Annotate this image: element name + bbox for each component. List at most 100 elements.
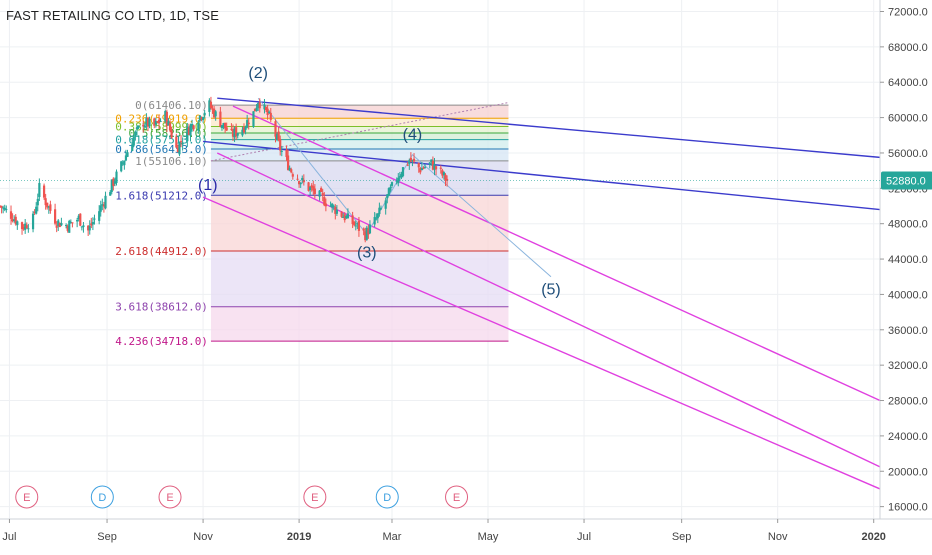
candle-body — [288, 167, 291, 171]
fib-band — [210, 126, 509, 134]
candle-body — [198, 115, 202, 121]
candle-body — [168, 123, 172, 131]
wave-label: (2) — [248, 65, 268, 82]
candle-body — [331, 203, 334, 208]
candle-body — [231, 130, 235, 137]
candle-body — [201, 117, 205, 121]
candle-body — [398, 176, 401, 178]
candle-body — [153, 118, 156, 126]
fib-band — [210, 306, 509, 342]
fib-label: 1(55106.10) — [135, 155, 208, 168]
candle-body — [143, 125, 146, 128]
candle-body — [346, 213, 350, 219]
candle-body — [203, 112, 206, 116]
candle-body — [167, 121, 170, 126]
candle-body — [302, 179, 305, 183]
candle-body — [76, 219, 79, 222]
price-tick-label: 48000.0 — [888, 219, 928, 231]
fib-label: 0.618(57513.0) — [115, 134, 208, 147]
candle-body — [445, 178, 449, 181]
trendline-magenta-lower — [202, 196, 881, 490]
candle-body — [2, 207, 5, 209]
fib-label: 1.618(51212.0) — [115, 189, 208, 202]
event-marker-dividend[interactable]: D — [90, 485, 114, 509]
fib-band — [210, 105, 509, 119]
candle-body — [296, 178, 299, 180]
candle-body — [27, 228, 30, 230]
event-marker-dividend[interactable]: D — [375, 485, 399, 509]
candle-body — [441, 170, 444, 176]
candle-body — [178, 142, 181, 155]
candle-body — [301, 178, 304, 181]
time-tick-label: May — [478, 531, 499, 543]
candle-body — [263, 104, 266, 110]
candle-body — [69, 221, 72, 224]
candle-body — [225, 127, 228, 131]
candle-body — [419, 168, 422, 173]
candle-body — [164, 111, 167, 122]
event-marker-circle — [15, 485, 39, 509]
candle-body — [266, 108, 269, 116]
candle-body — [145, 118, 148, 125]
fib-band — [210, 139, 509, 149]
candle-body — [290, 169, 293, 173]
candle-body — [291, 174, 294, 177]
candle-body — [406, 164, 409, 166]
candle-body — [279, 138, 282, 151]
candle-body — [187, 127, 191, 135]
candle-body — [192, 125, 195, 130]
candle-body — [134, 131, 137, 137]
candle-body — [25, 225, 28, 229]
event-marker-earnings[interactable]: E — [445, 485, 469, 509]
candle-body — [324, 203, 327, 207]
candle-body — [373, 217, 376, 225]
candle-body — [422, 167, 425, 169]
candle-body — [224, 122, 227, 129]
candle-body — [222, 123, 225, 127]
event-marker-earnings[interactable]: E — [158, 485, 182, 509]
candle-body — [401, 167, 405, 176]
candle-body — [113, 181, 117, 184]
event-marker-letter: D — [383, 492, 391, 504]
candle-body — [35, 206, 38, 214]
candle-body — [285, 149, 288, 158]
time-tick-label: 2020 — [861, 531, 885, 543]
candle-body — [269, 112, 272, 120]
candle-body — [148, 118, 151, 127]
price-tick-label: 16000.0 — [888, 502, 928, 514]
candle-body — [376, 213, 379, 219]
candle-body — [214, 111, 217, 117]
candle-body — [91, 222, 94, 225]
candle-body — [66, 225, 69, 231]
price-tick-label: 60000.0 — [888, 113, 928, 125]
candle-body — [423, 166, 427, 168]
candle-body — [77, 215, 80, 220]
fib-label: 3.618(38612.0) — [115, 301, 208, 314]
candle-body — [13, 219, 16, 222]
candle-body — [409, 157, 412, 162]
candle-body — [367, 228, 370, 235]
candle-body — [246, 120, 249, 128]
event-marker-circle — [375, 485, 399, 509]
candle-body — [200, 117, 203, 120]
candle-body — [298, 181, 301, 185]
candle-body — [46, 202, 49, 208]
candle-body — [157, 119, 161, 124]
candle-body — [357, 220, 361, 231]
candle-body — [356, 223, 359, 225]
candle-body — [236, 133, 239, 136]
candle-body — [87, 225, 90, 231]
candle-body — [312, 186, 315, 191]
candle-body — [375, 218, 378, 220]
candle-body — [241, 129, 244, 136]
price-tick-label: 44000.0 — [888, 254, 928, 266]
event-marker-earnings[interactable]: E — [15, 485, 39, 509]
event-marker-earnings[interactable]: E — [303, 485, 327, 509]
candle-body — [274, 121, 277, 137]
fib-label: 4.236(34718.0) — [115, 335, 208, 348]
event-marker-letter: D — [98, 492, 106, 504]
candle-body — [58, 222, 61, 228]
candle-body — [159, 120, 162, 122]
